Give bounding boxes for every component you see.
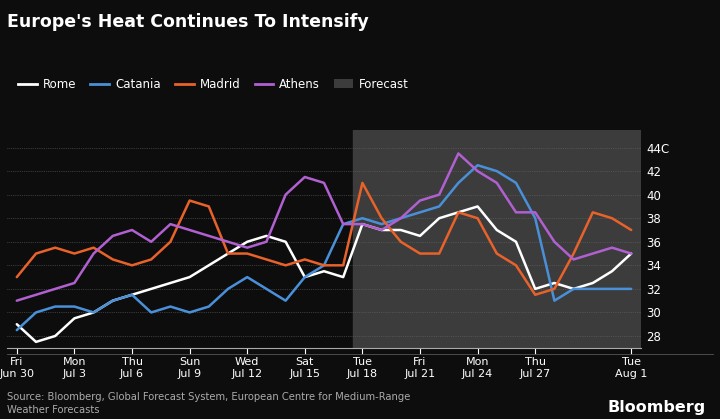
Text: Bloomberg: Bloomberg (608, 400, 706, 415)
Text: Source: Bloomberg, Global Forecast System, European Centre for Medium-Range
Weat: Source: Bloomberg, Global Forecast Syste… (7, 392, 410, 415)
Legend: Rome, Catania, Madrid, Athens, Forecast: Rome, Catania, Madrid, Athens, Forecast (13, 73, 414, 96)
Bar (353, 130, 641, 348)
Text: Europe's Heat Continues To Intensify: Europe's Heat Continues To Intensify (7, 13, 369, 31)
